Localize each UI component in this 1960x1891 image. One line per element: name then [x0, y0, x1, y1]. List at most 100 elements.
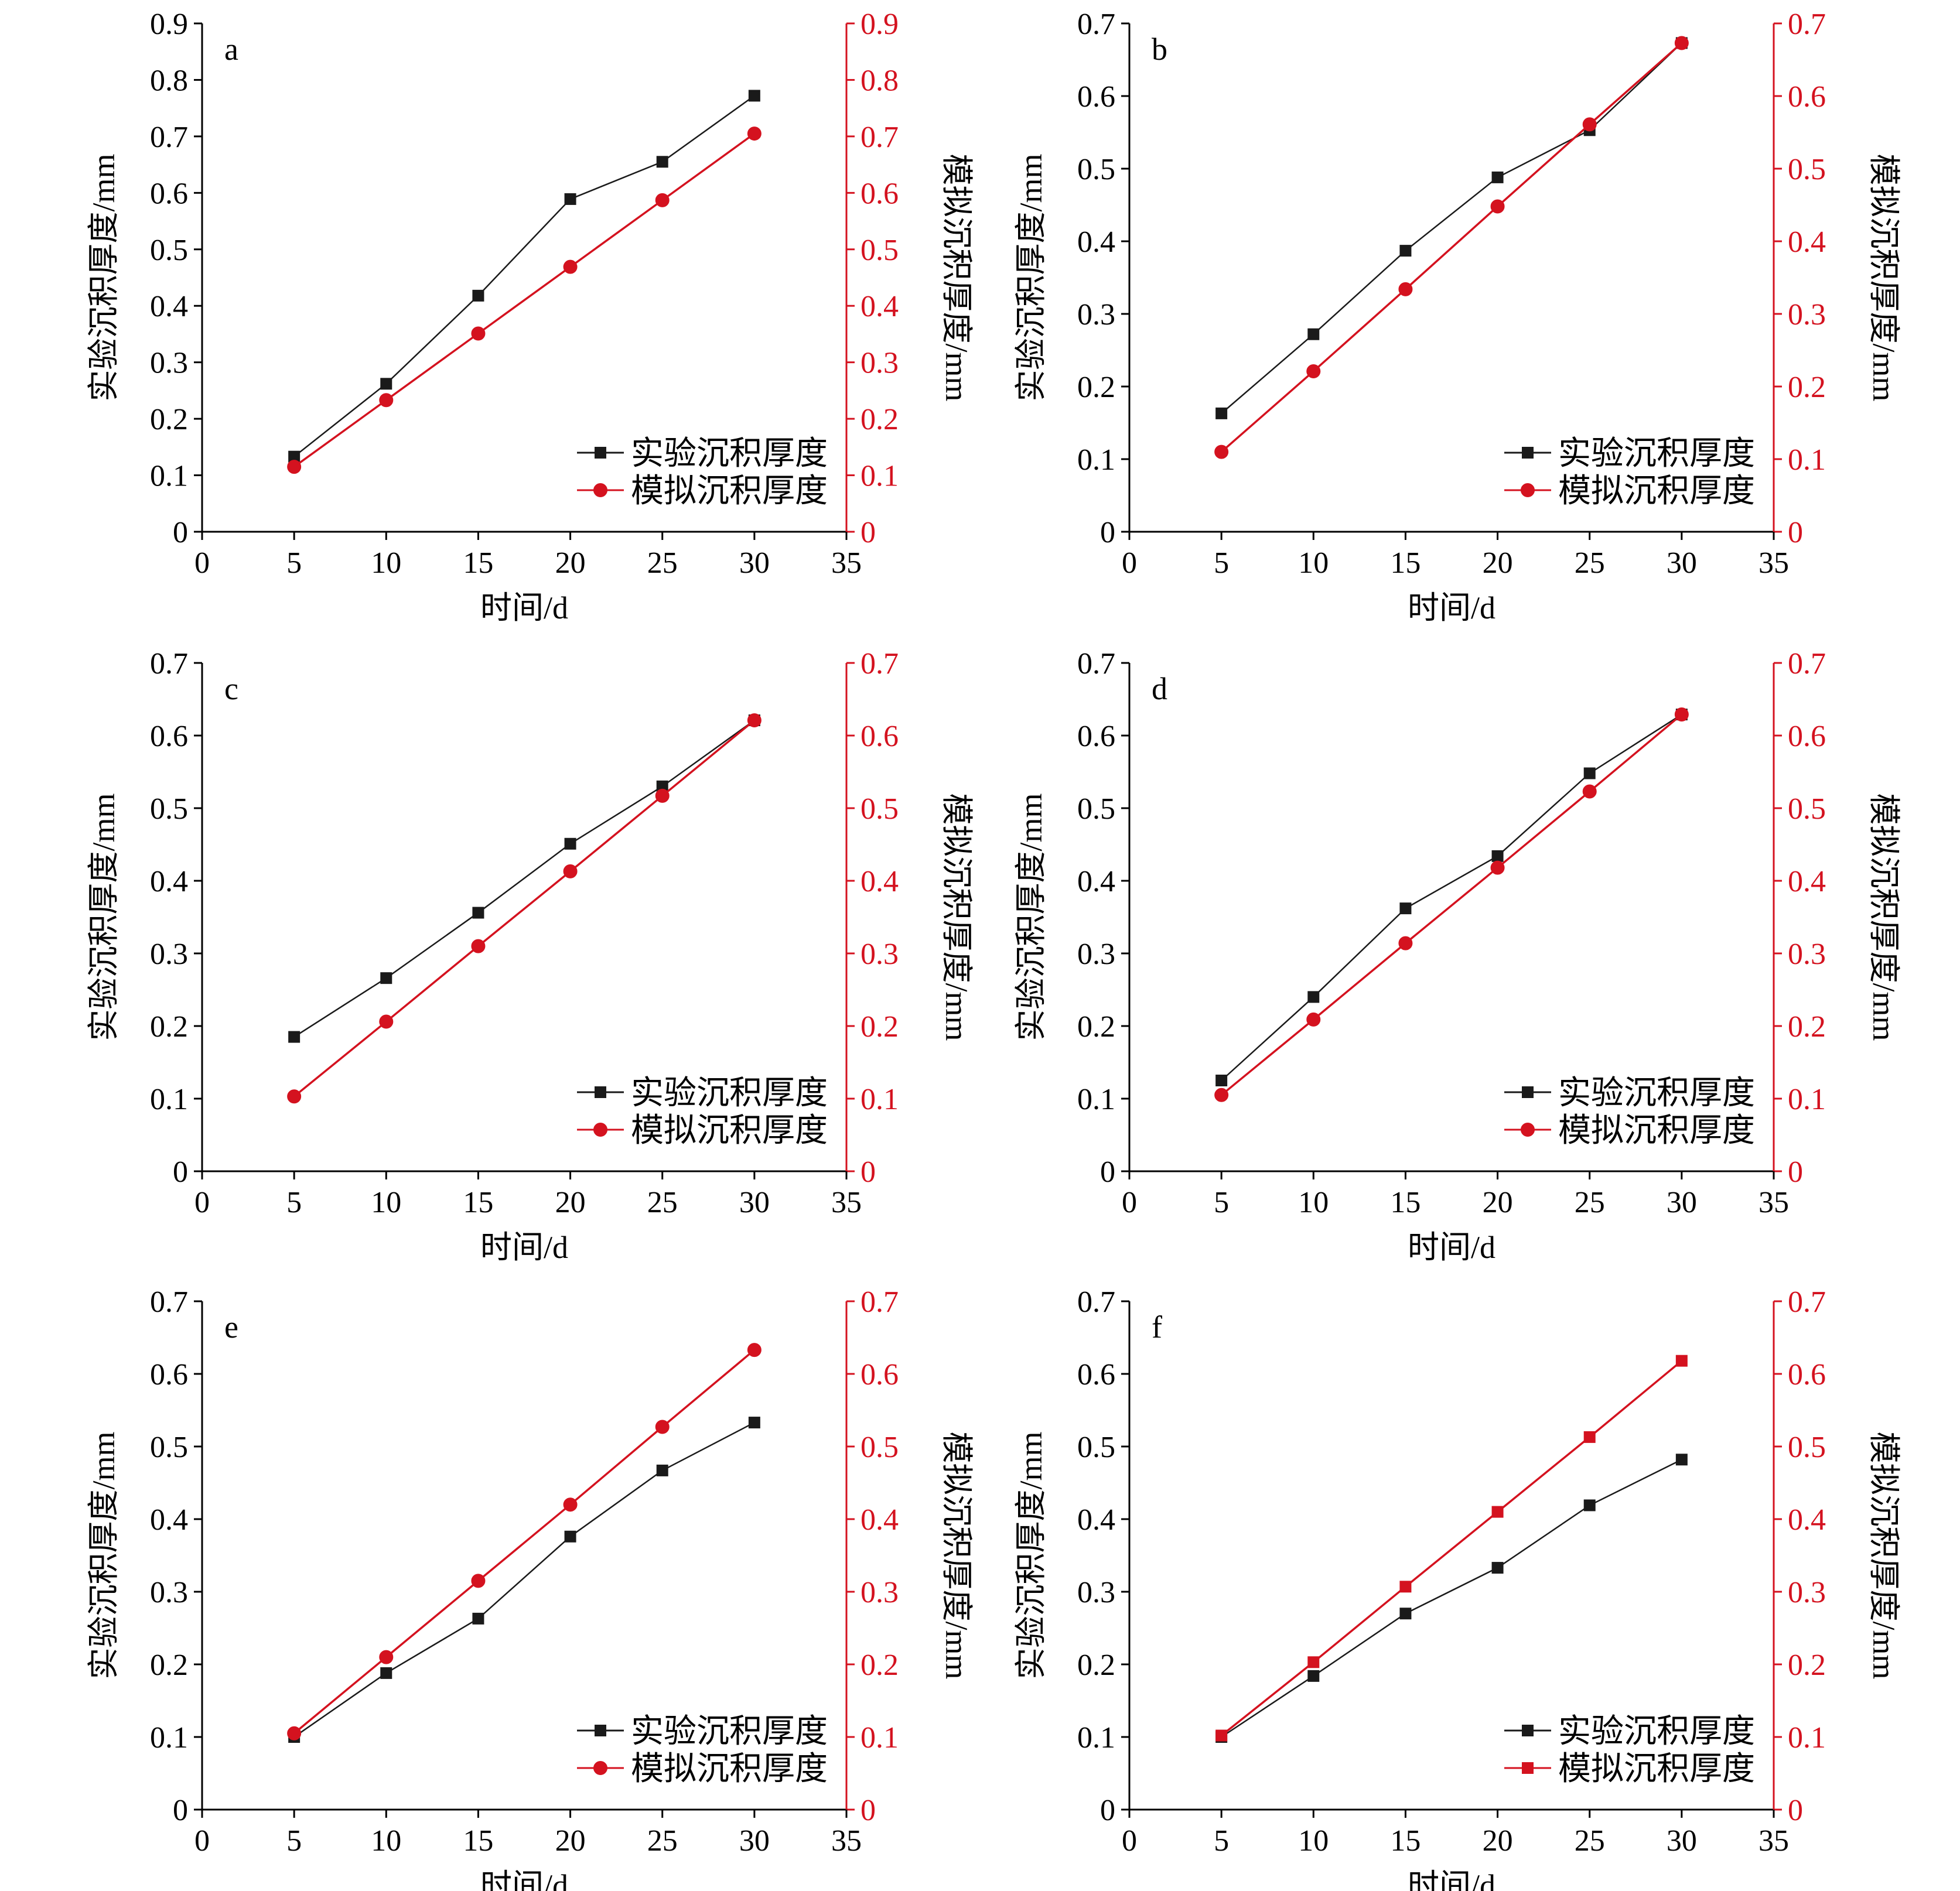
data-point-simulation	[655, 788, 670, 803]
y-tick-label-right: 0.5	[1788, 1431, 1826, 1464]
y-tick-label-left: 0.4	[150, 865, 188, 898]
x-tick-label: 20	[1483, 1186, 1513, 1219]
data-point-simulation	[1306, 1012, 1321, 1027]
data-point-simulation	[471, 939, 486, 953]
x-tick-label: 30	[1667, 1186, 1697, 1219]
y-tick-label-right: 0.6	[861, 1358, 899, 1391]
legend-label: 模拟沉积厚度	[631, 473, 828, 509]
y-axis-label-right: 模拟沉积厚度/mm	[1866, 793, 1901, 1041]
series-line-experiment	[293, 1421, 755, 1738]
y-tick-label-right: 0.2	[861, 1649, 899, 1682]
data-point-experiment	[1583, 767, 1596, 779]
y-tick-label-right: 0.4	[1788, 1503, 1826, 1537]
y-tick-label-left: 0.1	[150, 1083, 188, 1116]
y-tick-label-left: 0.3	[150, 1576, 188, 1609]
data-point-experiment	[472, 1612, 484, 1625]
y-tick-label-left: 0.7	[150, 647, 188, 681]
y-tick-label-left: 0	[1100, 1155, 1115, 1189]
data-point-experiment	[1399, 245, 1412, 257]
x-tick-label: 20	[555, 1186, 586, 1219]
y-tick-label-right: 0.3	[861, 1576, 899, 1609]
y-axis-label-right: 模拟沉积厚度/mm	[939, 153, 974, 401]
x-tick-label: 15	[463, 1186, 493, 1219]
x-tick-label: 15	[463, 546, 493, 580]
y-tick-label-left: 0.7	[1077, 647, 1115, 681]
x-tick-label: 20	[555, 1824, 586, 1858]
data-point-experiment	[564, 837, 576, 850]
data-point-simulation	[1491, 1506, 1504, 1518]
panel-letter: c	[224, 671, 238, 706]
data-point-simulation	[1674, 36, 1689, 50]
x-tick-label: 20	[555, 546, 586, 580]
data-point-experiment	[1307, 991, 1320, 1003]
chart-panel-e: 0 00.1 0.10.2 0.20.3 0.30.4 0.40.5 0.50.6 0.60.…	[86, 1285, 974, 1891]
data-point-simulation	[287, 460, 302, 474]
data-point-simulation	[563, 259, 578, 274]
y-tick-label-right: 0.6	[861, 177, 899, 210]
y-tick-label-right: 0.8	[861, 64, 899, 97]
y-tick-label-right: 0.5	[1788, 792, 1826, 826]
data-point-simulation	[655, 193, 670, 207]
chart-panel-b: 0 00.1 0.10.2 0.20.3 0.30.4 0.40.5 0.50.6 0.60.…	[1013, 8, 1901, 625]
x-tick-label: 15	[1390, 1824, 1421, 1858]
y-tick-label-left: 0.5	[150, 792, 188, 826]
x-tick-label: 15	[463, 1824, 493, 1858]
data-point-experiment	[564, 193, 576, 205]
y-tick-label-left: 0.3	[1077, 938, 1115, 971]
legend-marker	[1521, 1123, 1535, 1137]
y-tick-label-left: 0.2	[150, 1010, 188, 1044]
data-point-experiment	[380, 378, 392, 390]
x-tick-label: 0	[194, 1186, 210, 1219]
data-point-simulation	[1214, 1088, 1229, 1102]
data-point-simulation	[747, 713, 762, 727]
y-tick-label-left: 0.5	[150, 1431, 188, 1464]
data-point-simulation	[1674, 707, 1689, 722]
legend-label: 模拟沉积厚度	[1558, 1113, 1755, 1149]
data-point-experiment	[656, 156, 668, 168]
data-point-simulation	[563, 864, 578, 878]
legend-label: 实验沉积厚度	[1558, 436, 1755, 472]
data-point-experiment	[656, 1464, 668, 1476]
data-point-simulation	[379, 1650, 394, 1664]
x-axis-label: 时间/d	[1408, 1868, 1495, 1891]
data-point-simulation	[1582, 117, 1597, 132]
legend-label: 模拟沉积厚度	[1558, 473, 1755, 509]
series-line-simulation	[1220, 42, 1683, 453]
x-tick-label: 5	[286, 546, 302, 580]
x-tick-label: 10	[371, 1186, 401, 1219]
y-tick-label-right: 0.3	[1788, 298, 1826, 331]
y-tick-label-right: 0.3	[1788, 1576, 1826, 1609]
legend-marker	[593, 483, 607, 497]
data-point-experiment	[380, 1667, 392, 1679]
y-tick-label-right: 0.7	[861, 1285, 899, 1319]
y-tick-label-right: 0.1	[1788, 443, 1826, 477]
y-tick-label-left: 0.7	[150, 1285, 188, 1319]
x-tick-label: 25	[647, 1824, 678, 1858]
panel-letter: e	[224, 1309, 238, 1345]
x-tick-label: 35	[1758, 1824, 1789, 1858]
data-point-experiment	[1307, 328, 1320, 340]
series-line-experiment	[1221, 713, 1682, 1081]
data-point-experiment	[1583, 1499, 1596, 1512]
legend-marker	[1522, 1725, 1534, 1736]
data-point-experiment	[472, 289, 484, 302]
y-tick-label-left: 0.2	[150, 403, 188, 436]
x-tick-label: 35	[1758, 1186, 1789, 1219]
y-tick-label-right: 0.1	[861, 460, 899, 493]
y-tick-label-right: 0.2	[1788, 1010, 1826, 1044]
legend-label: 模拟沉积厚度	[631, 1751, 828, 1787]
y-tick-label-right: 0.7	[861, 647, 899, 681]
y-tick-label-right: 0.2	[861, 1010, 899, 1044]
x-tick-label: 25	[1575, 1824, 1605, 1858]
x-tick-label: 5	[286, 1186, 302, 1219]
y-tick-label-left: 0	[173, 516, 188, 549]
legend-label: 实验沉积厚度	[631, 436, 828, 472]
y-tick-label-right: 0	[861, 1155, 876, 1189]
data-point-simulation	[1306, 364, 1321, 378]
y-tick-label-right: 0.6	[861, 720, 899, 753]
data-point-simulation	[1490, 860, 1505, 875]
legend-marker	[595, 1725, 606, 1736]
legend-marker	[593, 1761, 607, 1775]
data-point-simulation	[471, 1574, 486, 1588]
y-tick-label-right: 0	[1788, 1155, 1803, 1189]
